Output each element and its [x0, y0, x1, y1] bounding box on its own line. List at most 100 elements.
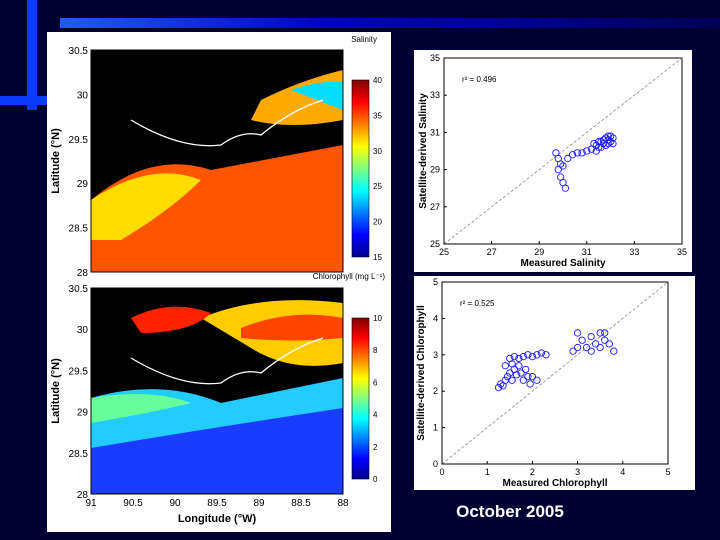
colorbar-tick-label: 35	[373, 111, 382, 120]
colorbar-tick-label: 4	[373, 411, 378, 420]
data-point	[537, 349, 546, 357]
x-tick-label: 4	[620, 467, 625, 477]
data-point	[601, 336, 609, 344]
data-point	[533, 376, 541, 384]
x-tick-label: 31	[582, 247, 592, 257]
data-point	[573, 329, 582, 337]
data-point	[561, 184, 570, 192]
colorbar-tick-label: 40	[373, 76, 382, 85]
y-tick-label: 3	[433, 350, 438, 360]
chlorophyll-scatter-panel: 0 1 2 3 4 5 0 1 2 3 4 5 Measured Chlorophyll Satellit…	[414, 276, 695, 490]
data-point	[568, 151, 577, 159]
longitude-axis-label: Longitude (°W)	[178, 513, 257, 525]
high-chlorophyll-patch	[241, 314, 343, 341]
data-point	[528, 352, 537, 361]
data-point	[508, 360, 516, 368]
data-point	[604, 139, 612, 148]
r-squared-annotation: r² = 0.496	[462, 75, 497, 84]
x-tick-label: 33	[629, 247, 639, 257]
data-point	[595, 138, 603, 146]
latitude-tick-label: 30	[77, 325, 89, 336]
colorbar	[351, 79, 370, 258]
data-point	[592, 141, 600, 150]
r-squared-annotation: r² = 0.525	[460, 299, 495, 308]
data-point	[506, 369, 514, 377]
shelf-salinity-band	[91, 173, 201, 240]
deco-bar-vertical	[27, 0, 37, 110]
y-axis-label: Satellite-derived Salinity	[418, 93, 429, 209]
coastline	[130, 337, 324, 385]
map-frame	[90, 49, 344, 273]
data-point	[578, 149, 586, 157]
coastline	[130, 99, 324, 147]
deco-bar-horizontal	[60, 18, 720, 28]
data-point	[610, 347, 618, 355]
salinity-map	[90, 49, 344, 273]
data-point	[510, 352, 518, 361]
x-tick-label: 29	[534, 247, 544, 257]
data-points	[494, 329, 618, 392]
data-point	[569, 347, 577, 355]
latitude-tick-label: 28.5	[69, 449, 89, 460]
y-tick-label: 25	[430, 239, 440, 249]
y-tick-label: 0	[433, 459, 438, 469]
data-point	[501, 362, 509, 370]
data-point	[528, 372, 537, 381]
coastal-chlorophyll-band	[91, 394, 191, 423]
data-point	[587, 332, 595, 341]
chlorophyll-map	[90, 287, 344, 495]
data-point	[599, 139, 608, 148]
latitude-axis-label: Latitude (°N)	[50, 128, 62, 194]
y-tick-label: 5	[433, 277, 438, 287]
x-tick-label: 25	[439, 247, 449, 257]
data-point	[596, 343, 604, 352]
date-caption: October 2005	[456, 502, 564, 521]
data-point	[524, 351, 532, 359]
latitude-tick-label: 28.5	[69, 224, 89, 235]
data-point	[564, 154, 572, 163]
data-point	[592, 147, 600, 155]
high-chlorophyll-patch	[131, 306, 211, 333]
data-point	[519, 376, 528, 384]
x-tick-label: 3	[575, 467, 580, 477]
longitude-tick-label: 88.5	[291, 498, 311, 509]
latitude-tick-label: 30.5	[69, 284, 89, 295]
one-to-one-line	[443, 57, 683, 245]
x-axis-label: Measured Salinity	[520, 258, 605, 269]
latitude-tick-label: 30	[77, 90, 89, 101]
colorbar-tick-label: 6	[373, 378, 378, 387]
colorbar-tick-label: 10	[373, 314, 382, 323]
data-point	[582, 343, 591, 352]
latitude-tick-label: 30.5	[69, 46, 89, 57]
latitude-tick-label: 28	[77, 490, 89, 501]
data-point	[494, 383, 503, 392]
salinity-scatter-chart: 25 27 29 31 33 35 25 27 29 31 33 35 Measured Salinit…	[418, 53, 687, 269]
data-point	[601, 329, 609, 337]
data-point	[609, 139, 617, 148]
x-axis-label: Measured Chlorophyll	[502, 478, 607, 489]
data-point	[592, 340, 600, 348]
y-tick-label: 33	[430, 90, 440, 100]
data-point	[519, 352, 528, 361]
latitude-tick-label: 28	[77, 268, 89, 279]
data-point	[512, 371, 521, 379]
deco-bar-horizontal-short	[0, 96, 60, 105]
colorbar-tick-label: 25	[373, 182, 382, 191]
data-point	[542, 351, 550, 359]
x-tick-label: 1	[485, 467, 490, 477]
colorbar-tick-label: 0	[373, 475, 378, 484]
data-point	[583, 147, 591, 155]
colorbar-tick-label: 15	[373, 253, 382, 262]
chlorophyll-map-title: Chlorophyll (mg L⁻¹)	[313, 272, 386, 281]
longitude-tick-label: 89	[253, 498, 265, 509]
data-point	[573, 149, 581, 157]
data-point	[521, 365, 530, 374]
x-tick-label: 2	[530, 467, 535, 477]
data-point	[515, 354, 523, 363]
colorbar-tick-label: 8	[373, 346, 378, 355]
data-point	[597, 138, 605, 146]
x-tick-label: 35	[677, 247, 687, 257]
data-point	[602, 141, 610, 150]
